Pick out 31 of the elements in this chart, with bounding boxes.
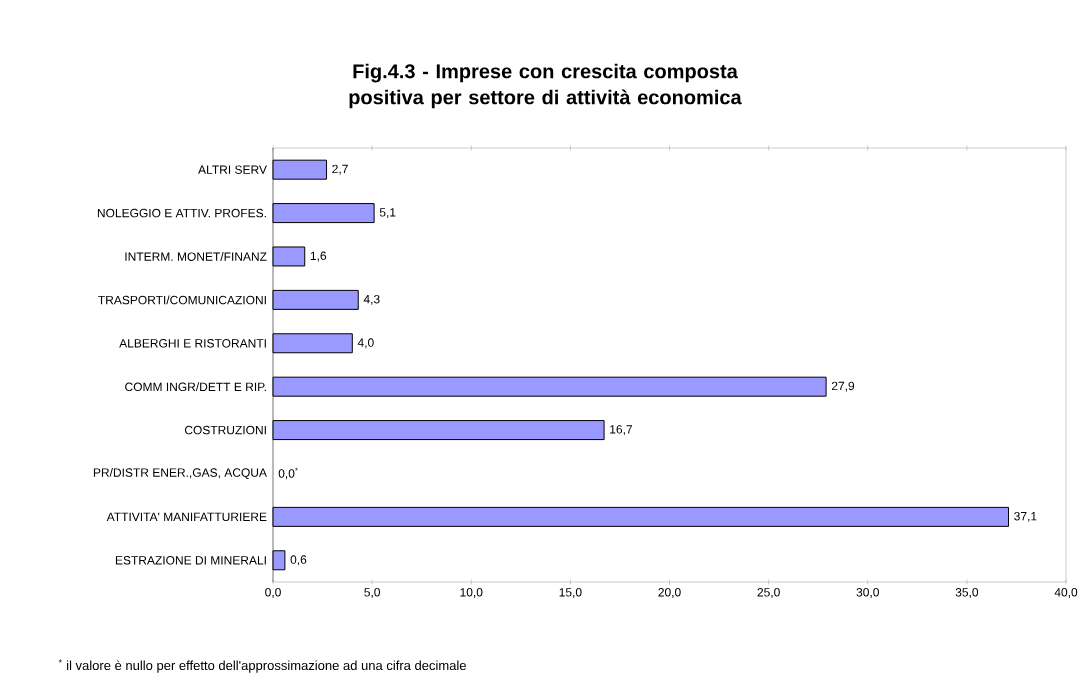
y-tick-label: ALTRI SERV <box>198 165 267 174</box>
data-label: 0,0$^{*}$ <box>278 467 298 480</box>
y-tick-label: INTERM. MONET/FINANZ <box>125 252 267 261</box>
x-tick-label: 30,0 <box>856 588 879 598</box>
y-tick-label: NOLEGGIO E ATTIV. PROFES. <box>97 208 266 218</box>
x-tick-label: 0,0 <box>265 588 281 598</box>
x-tick-label: 20,0 <box>658 588 681 598</box>
y-tick-label: TRASPORTI/COMUNICAZIONI <box>98 295 266 305</box>
data-label: 16,7 <box>610 425 633 436</box>
y-tick-label: ESTRAZIONE DI MINERALI <box>115 556 266 565</box>
data-label: 4,3 <box>363 294 380 305</box>
x-tick-label: 10,0 <box>460 588 483 598</box>
data-label: 37,1 <box>1014 511 1037 522</box>
x-tick-label: 25,0 <box>757 588 780 598</box>
x-tick-label: 5,0 <box>364 588 381 598</box>
y-tick-label: COSTRUZIONI <box>184 425 266 435</box>
data-label: 2,7 <box>332 164 348 175</box>
data-label: 27,9 <box>831 381 855 392</box>
y-tick-label: ATTIVITA' MANIFATTURIERE <box>106 512 267 522</box>
y-tick-label: PR/DISTR ENER.,GAS, ACQUA <box>93 468 267 479</box>
data-label: 4,0 <box>357 338 374 349</box>
chart-title: Fig.4.3 - Imprese con crescita composta positiva per settore di attività economica <box>349 63 742 109</box>
data-label: 5,1 <box>379 208 396 218</box>
text: $^{*}$ il valore è nullo per effetto dell'approssimazione ad una cifra decimale <box>58 659 466 673</box>
x-tick-label: 15,0 <box>559 588 582 598</box>
x-tick-label: 40,0 <box>1054 588 1078 598</box>
x-tick-label: 35,0 <box>955 588 979 598</box>
y-tick-label: COMM INGR/DETT E RIP. <box>125 382 266 392</box>
data-label: 1,6 <box>310 251 327 262</box>
y-tick-label: ALBERGHI E RISTORANTI <box>119 339 266 348</box>
data-label: 0,6 <box>290 555 307 566</box>
